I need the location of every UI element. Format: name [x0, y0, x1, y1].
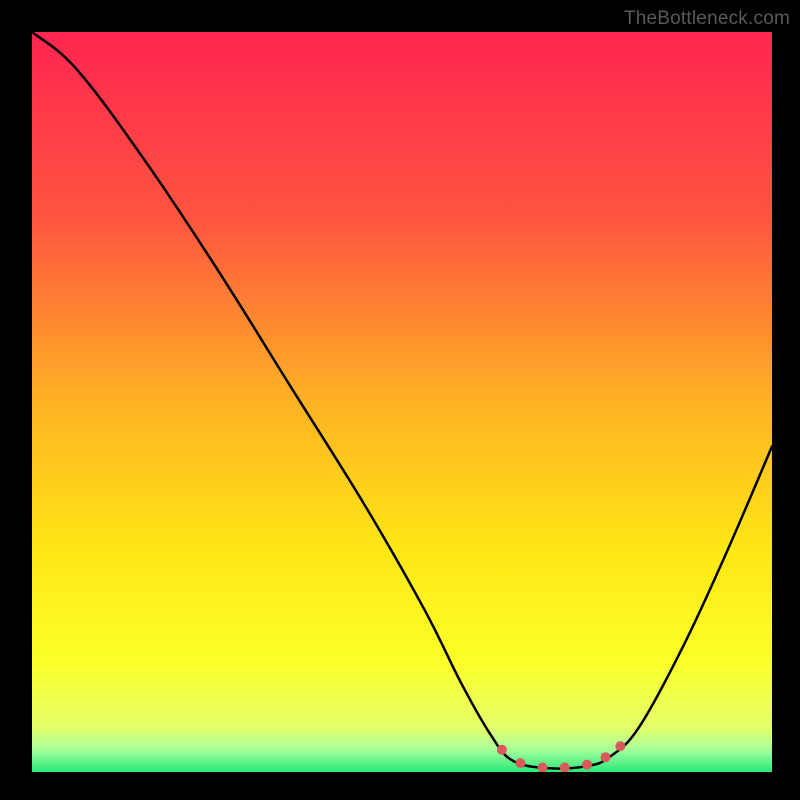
optimal-marker: [515, 758, 525, 768]
curve-layer: [32, 32, 772, 772]
optimal-marker: [538, 763, 548, 772]
optimal-marker: [615, 741, 625, 751]
optimal-marker: [601, 752, 611, 762]
optimal-marker: [497, 745, 507, 755]
optimal-marker: [560, 763, 570, 772]
bottleneck-curve: [32, 32, 772, 769]
optimal-marker: [582, 760, 592, 770]
watermark-text: TheBottleneck.com: [624, 8, 790, 30]
plot-area: [32, 32, 772, 772]
